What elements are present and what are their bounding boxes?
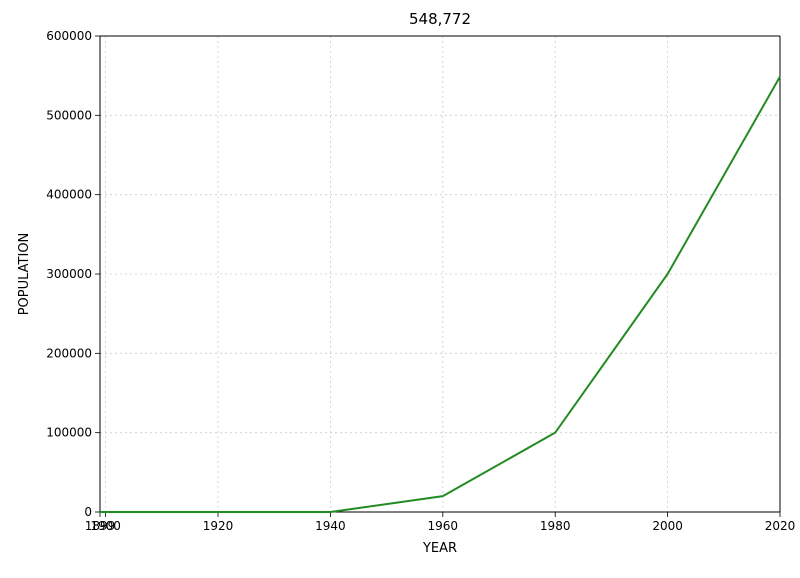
y-tick-label: 600000 — [46, 29, 92, 43]
y-tick-label: 0 — [84, 505, 92, 519]
plot-background — [0, 0, 800, 578]
x-tick-label: 1900 — [90, 519, 121, 533]
x-tick-label: 2000 — [652, 519, 683, 533]
y-tick-label: 500000 — [46, 108, 92, 122]
x-tick-label: 1980 — [540, 519, 571, 533]
y-tick-label: 300000 — [46, 267, 92, 281]
line-chart: 548,772 18991900192019401960198020002020… — [0, 0, 800, 578]
x-tick-label: 1960 — [428, 519, 459, 533]
y-tick-label: 200000 — [46, 346, 92, 360]
x-tick-label: 2020 — [765, 519, 796, 533]
chart-container: 548,772 18991900192019401960198020002020… — [0, 0, 800, 578]
x-axis-label: YEAR — [422, 541, 457, 556]
chart-title: 548,772 — [409, 10, 471, 28]
y-tick-label: 400000 — [46, 188, 92, 202]
y-tick-label: 100000 — [46, 426, 92, 440]
x-tick-label: 1940 — [315, 519, 346, 533]
x-tick-label: 1920 — [203, 519, 234, 533]
y-axis-label: POPULATION — [17, 233, 32, 316]
